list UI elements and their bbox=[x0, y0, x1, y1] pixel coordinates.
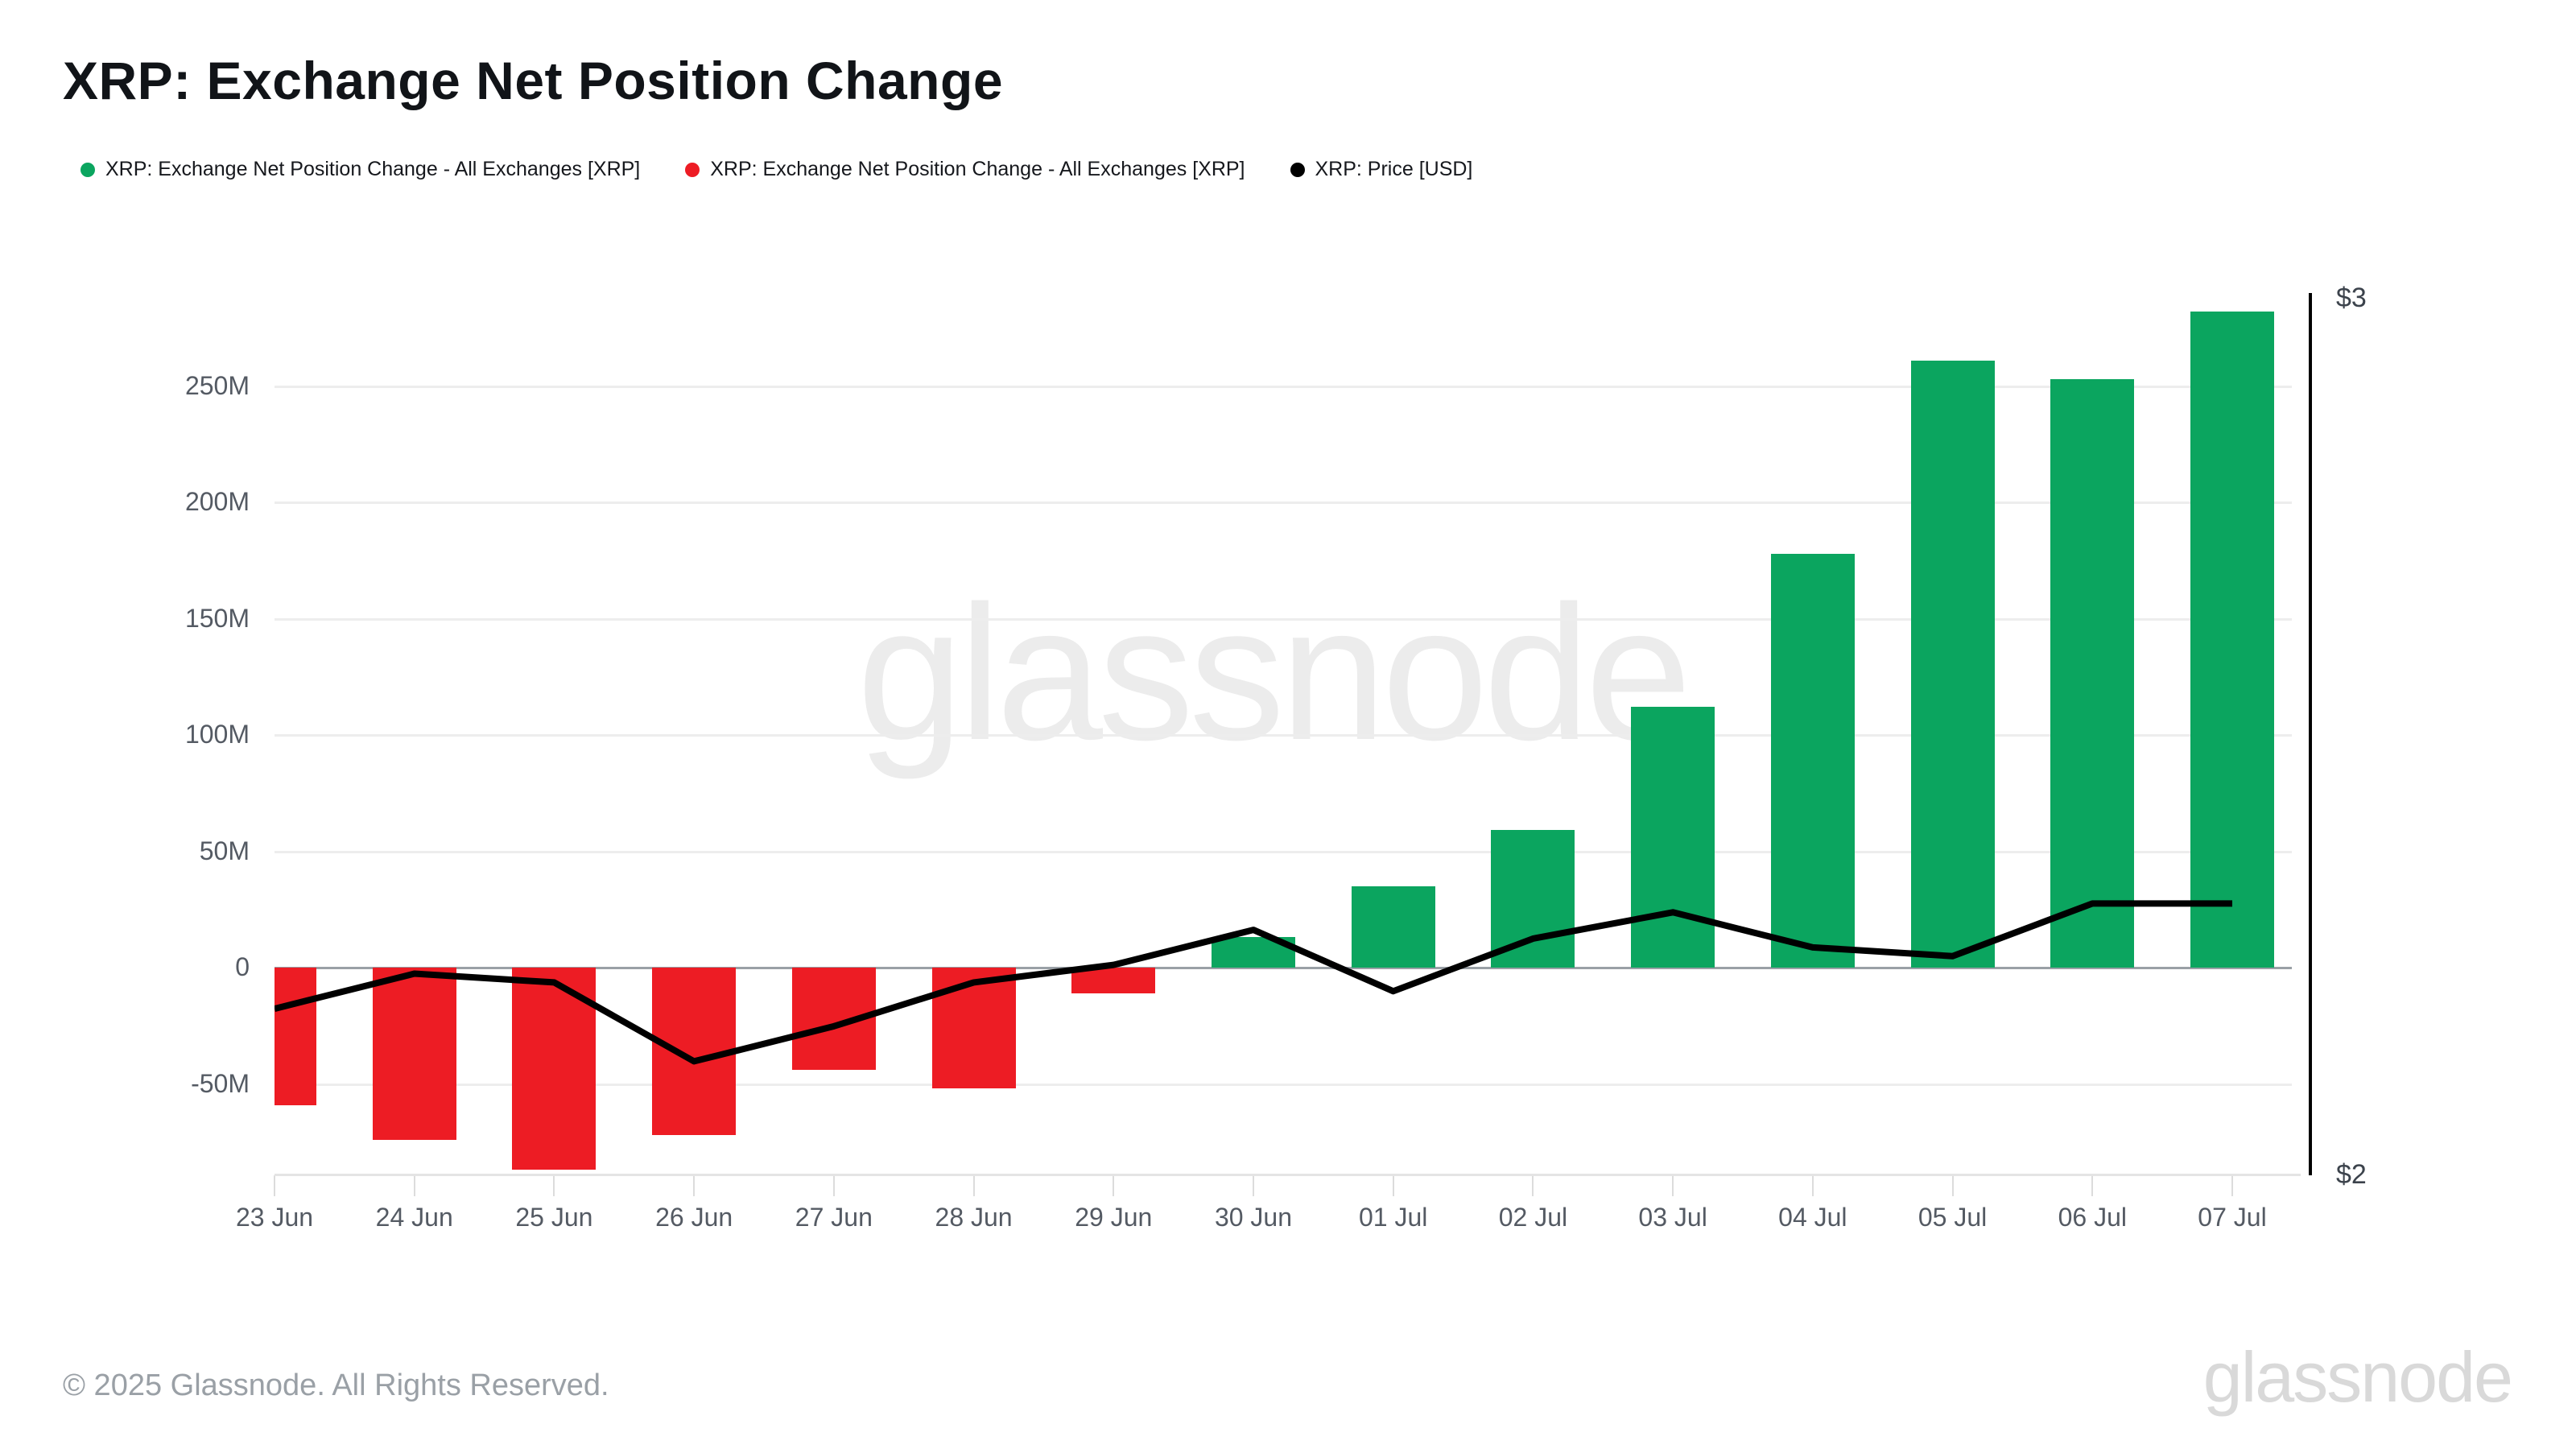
y-axis-tick-label: 0 bbox=[235, 952, 250, 981]
y-axis-tick-label: 150M bbox=[184, 603, 250, 633]
x-axis-tick bbox=[693, 1175, 696, 1196]
legend-item-net-position-negative[interactable]: XRP: Exchange Net Position Change - All … bbox=[685, 158, 1245, 181]
bar-05-jul bbox=[1910, 360, 1995, 968]
price-axis-line bbox=[2309, 293, 2312, 1175]
y-axis-tick-label: -50M bbox=[191, 1068, 250, 1098]
legend-label: XRP: Exchange Net Position Change - All … bbox=[105, 158, 641, 180]
chart-legend: XRP: Exchange Net Position Change - All … bbox=[80, 158, 1472, 181]
black-dot-icon bbox=[1290, 162, 1305, 177]
x-axis-tick bbox=[972, 1175, 975, 1196]
bar-23-jun bbox=[275, 968, 316, 1105]
x-axis-label-29-jun: 29 Jun bbox=[1075, 1203, 1153, 1232]
x-axis-label-27-jun: 27 Jun bbox=[795, 1203, 873, 1232]
x-axis-tick bbox=[274, 1175, 275, 1196]
x-axis-label-01-jul: 01 Jul bbox=[1359, 1203, 1428, 1232]
x-axis-tick bbox=[1532, 1175, 1534, 1196]
legend-label: XRP: Price [USD] bbox=[1315, 158, 1473, 180]
green-dot-icon bbox=[80, 162, 95, 177]
legend-label: XRP: Exchange Net Position Change - All … bbox=[710, 158, 1245, 180]
x-axis-label-06-jul: 06 Jul bbox=[2058, 1203, 2127, 1232]
x-axis-tick bbox=[2091, 1175, 2094, 1196]
y-axis-tick-label: 250M bbox=[184, 370, 250, 400]
x-axis-tick bbox=[2231, 1175, 2233, 1196]
gridline bbox=[275, 385, 2292, 388]
x-axis-tick bbox=[1392, 1175, 1394, 1196]
price-axis-tick-label: $3 bbox=[2336, 283, 2367, 313]
x-axis-tick bbox=[413, 1175, 415, 1196]
x-axis-tick bbox=[1811, 1175, 1814, 1196]
x-axis-tick bbox=[832, 1175, 835, 1196]
x-axis-tick bbox=[1113, 1175, 1115, 1196]
plot-area bbox=[275, 242, 2292, 1208]
legend-item-price[interactable]: XRP: Price [USD] bbox=[1290, 158, 1473, 181]
x-axis-label-03-jul: 03 Jul bbox=[1638, 1203, 1707, 1232]
gridline bbox=[275, 617, 2292, 621]
x-axis-label-25-jun: 25 Jun bbox=[515, 1203, 593, 1232]
x-axis-label-26-jun: 26 Jun bbox=[655, 1203, 733, 1232]
x-axis-label-02-jul: 02 Jul bbox=[1498, 1203, 1568, 1232]
glassnode-logo: glassnode bbox=[2202, 1337, 2513, 1417]
x-axis-baseline bbox=[275, 1174, 2301, 1176]
bar-01-jul bbox=[1351, 886, 1435, 968]
y-axis-tick-label: 100M bbox=[184, 720, 250, 749]
glassnode-watermark: glassnode bbox=[857, 567, 1691, 780]
bar-28-jun bbox=[931, 968, 1016, 1089]
price-axis-tick-label: $2 bbox=[2336, 1159, 2367, 1190]
gridline bbox=[275, 1083, 2292, 1086]
y-axis-tick-label: 50M bbox=[199, 836, 250, 865]
x-axis-label-24-jun: 24 Jun bbox=[375, 1203, 453, 1232]
bar-04-jul bbox=[1770, 553, 1855, 968]
legend-item-net-position-positive[interactable]: XRP: Exchange Net Position Change - All … bbox=[80, 158, 640, 181]
bar-03-jul bbox=[1631, 707, 1715, 968]
x-axis-tick bbox=[1672, 1175, 1674, 1196]
y-axis-tick-label: 200M bbox=[184, 487, 250, 516]
x-axis-tick bbox=[553, 1175, 555, 1196]
gridline bbox=[275, 734, 2292, 737]
x-axis-label-23-jun: 23 Jun bbox=[235, 1203, 314, 1232]
x-axis-label-05-jul: 05 Jul bbox=[1918, 1203, 1988, 1232]
price-line bbox=[275, 900, 2232, 1065]
bar-07-jul bbox=[2190, 312, 2274, 968]
bar-24-jun bbox=[372, 968, 456, 1140]
gridline bbox=[275, 502, 2292, 504]
x-axis-label-28-jun: 28 Jun bbox=[935, 1203, 1013, 1232]
gridline bbox=[275, 850, 2292, 853]
page-title: XRP: Exchange Net Position Change bbox=[63, 51, 1004, 110]
bar-29-jun bbox=[1071, 968, 1156, 993]
x-axis-label-30-jun: 30 Jun bbox=[1214, 1203, 1293, 1232]
x-axis-label-07-jul: 07 Jul bbox=[2198, 1203, 2267, 1232]
red-dot-icon bbox=[685, 162, 700, 177]
x-axis-tick bbox=[1252, 1175, 1254, 1196]
bar-06-jul bbox=[2050, 378, 2135, 968]
copyright-text: © 2025 Glassnode. All Rights Reserved. bbox=[63, 1368, 609, 1402]
zero-gridline bbox=[275, 967, 2292, 969]
x-axis-label-04-jul: 04 Jul bbox=[1778, 1203, 1847, 1232]
x-axis-tick bbox=[1951, 1175, 1954, 1196]
bar-02-jul bbox=[1491, 830, 1575, 968]
